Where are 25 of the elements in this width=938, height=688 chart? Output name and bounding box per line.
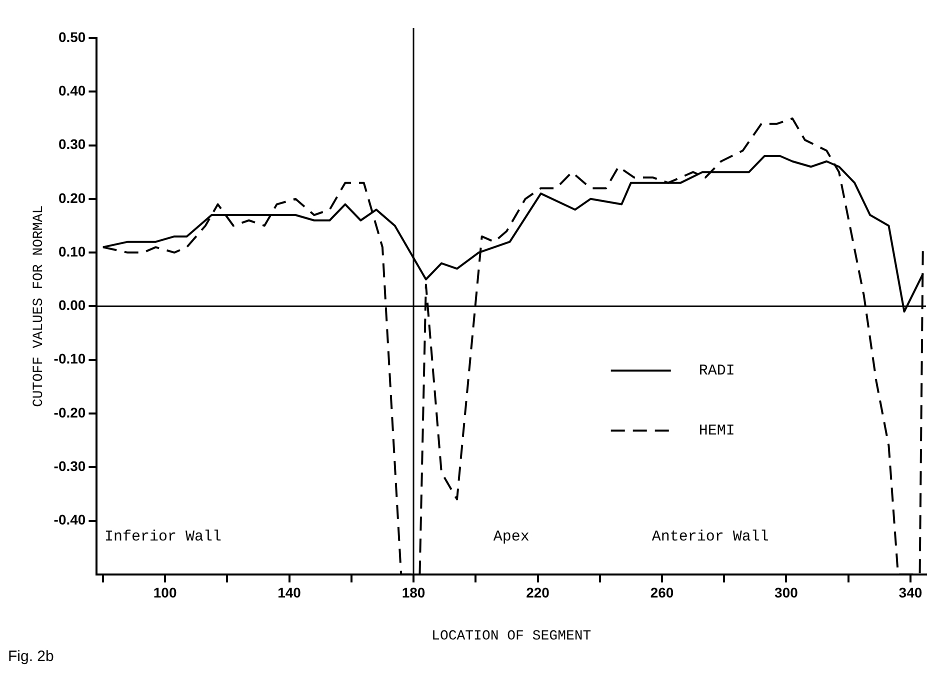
- y-tick-label: 0.40: [58, 82, 86, 98]
- y-tick-label: -0.20: [54, 404, 86, 420]
- y-tick-label: -0.10: [54, 350, 86, 367]
- annotation: Inferior Wall: [104, 528, 222, 546]
- legend-label: RADI: [698, 362, 735, 380]
- x-tick-label: 220: [526, 584, 550, 601]
- y-axis-title: CUTOFF VALUES FOR NORMAL: [31, 205, 48, 408]
- x-tick-label: 300: [774, 584, 798, 601]
- legend-label: HEMI: [698, 422, 735, 440]
- y-tick-label: 0.50: [58, 28, 86, 45]
- y-tick-label: -0.30: [54, 458, 86, 474]
- x-tick-label: 100: [153, 584, 177, 601]
- y-tick-label: 0.20: [58, 190, 86, 206]
- y-tick-label: 0.00: [58, 297, 86, 314]
- y-tick-label: 0.30: [58, 136, 86, 152]
- x-tick-label: 340: [898, 584, 922, 601]
- annotation: Anterior Wall: [652, 528, 769, 546]
- x-tick-label: 180: [402, 584, 426, 601]
- x-axis-title: LOCATION OF SEGMENT: [432, 628, 592, 644]
- caption: Fig. 2b: [8, 648, 55, 665]
- x-tick-label: 260: [650, 584, 674, 601]
- annotation: Apex: [493, 528, 530, 546]
- x-tick-label: 140: [278, 584, 302, 601]
- y-tick-label: -0.40: [54, 512, 86, 528]
- y-tick-label: 0.10: [58, 243, 86, 260]
